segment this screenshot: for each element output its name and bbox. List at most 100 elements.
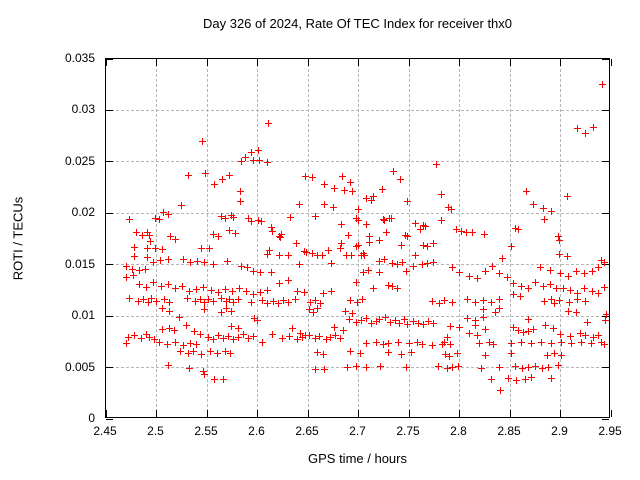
data-point-marker (402, 232, 410, 240)
x-tick-label: 2.45 (93, 424, 117, 438)
data-point-marker (554, 362, 562, 369)
data-point-marker (601, 341, 609, 349)
data-point-marker (446, 341, 454, 349)
data-point-marker (244, 214, 252, 222)
data-point-marker (178, 201, 186, 209)
data-point-marker (158, 282, 166, 290)
data-point-marker (388, 214, 396, 222)
data-point-marker (139, 296, 147, 304)
data-point-marker (511, 225, 519, 233)
data-point-marker (201, 306, 209, 314)
horizontal-gridline (106, 264, 609, 266)
data-point-marker (581, 270, 589, 278)
data-point-marker (237, 158, 245, 166)
data-point-marker (287, 213, 295, 221)
data-point-marker (217, 308, 225, 316)
data-point-marker (159, 326, 167, 333)
data-point-marker (379, 186, 387, 194)
data-point-marker (229, 213, 237, 221)
data-point-marker (180, 256, 188, 264)
data-point-marker (313, 348, 321, 356)
data-point-marker (137, 335, 145, 343)
data-point-marker (243, 264, 251, 272)
data-point-marker (217, 212, 225, 220)
data-point-marker (429, 319, 437, 327)
data-point-marker (185, 171, 193, 179)
data-point-marker (363, 221, 371, 229)
data-point-marker (574, 296, 582, 304)
data-point-marker (204, 334, 212, 342)
data-point-marker (476, 340, 484, 348)
data-point-marker (392, 316, 400, 324)
data-point-marker (360, 269, 368, 277)
data-point-marker (536, 264, 544, 272)
data-point-marker (266, 246, 274, 254)
data-point-marker (223, 258, 231, 266)
data-point-marker (164, 341, 172, 349)
x-tick-label: 2.6 (248, 424, 265, 438)
data-point-marker (322, 336, 330, 344)
data-point-marker (584, 318, 592, 326)
vertical-gridline (509, 59, 511, 417)
data-point-marker (363, 195, 371, 203)
data-point-marker (482, 351, 490, 359)
data-point-marker (124, 334, 132, 342)
data-point-marker (373, 339, 381, 347)
data-point-marker (186, 287, 194, 295)
data-point-marker (370, 193, 378, 201)
data-point-marker (550, 349, 558, 357)
data-point-marker (598, 339, 606, 347)
data-point-marker (293, 239, 301, 247)
data-point-marker (177, 347, 185, 355)
data-point-marker (237, 263, 245, 271)
data-point-marker (204, 296, 212, 304)
data-point-marker (309, 308, 317, 316)
data-point-marker (316, 300, 324, 308)
data-point-marker (345, 315, 353, 323)
data-point-marker (598, 257, 606, 265)
horizontal-gridline (106, 161, 609, 163)
x-tick-mark (307, 59, 309, 66)
x-tick-mark (358, 410, 359, 417)
data-point-marker (595, 290, 603, 297)
x-tick-label: 2.8 (450, 424, 467, 438)
data-point-marker (149, 278, 157, 286)
data-point-marker (197, 296, 205, 304)
data-point-marker (380, 215, 388, 223)
data-point-marker (458, 228, 466, 236)
data-point-marker (146, 237, 154, 245)
data-point-marker (250, 314, 258, 322)
x-axis-label: GPS time / hours (308, 451, 407, 466)
data-point-marker (167, 233, 175, 241)
data-point-marker (574, 125, 582, 133)
vertical-gridline (307, 59, 309, 417)
data-point-marker (358, 316, 366, 324)
x-tick-mark (257, 410, 258, 417)
data-point-marker (437, 216, 445, 224)
data-point-marker (222, 305, 230, 313)
data-point-marker (419, 320, 427, 328)
data-point-marker (366, 233, 374, 241)
data-point-marker (318, 251, 326, 259)
data-point-marker (244, 335, 252, 343)
data-point-marker (326, 334, 334, 342)
data-point-marker (166, 324, 174, 332)
data-point-marker (578, 339, 586, 347)
y-tick-label: 0.02 (71, 205, 95, 220)
vertical-gridline (560, 59, 561, 417)
data-point-marker (130, 243, 138, 251)
data-point-marker (217, 295, 225, 303)
data-point-marker (221, 347, 229, 355)
horizontal-gridline (106, 109, 609, 111)
data-point-marker (172, 235, 180, 243)
data-point-marker (541, 321, 549, 329)
data-point-marker (555, 236, 563, 244)
data-point-marker (268, 224, 276, 232)
data-point-marker (221, 214, 229, 222)
y-tick-label: 0 (88, 411, 95, 425)
data-point-marker (368, 197, 376, 205)
data-point-marker (517, 282, 525, 290)
data-point-marker (361, 251, 369, 259)
data-point-marker (187, 340, 195, 348)
data-point-marker (239, 331, 247, 339)
